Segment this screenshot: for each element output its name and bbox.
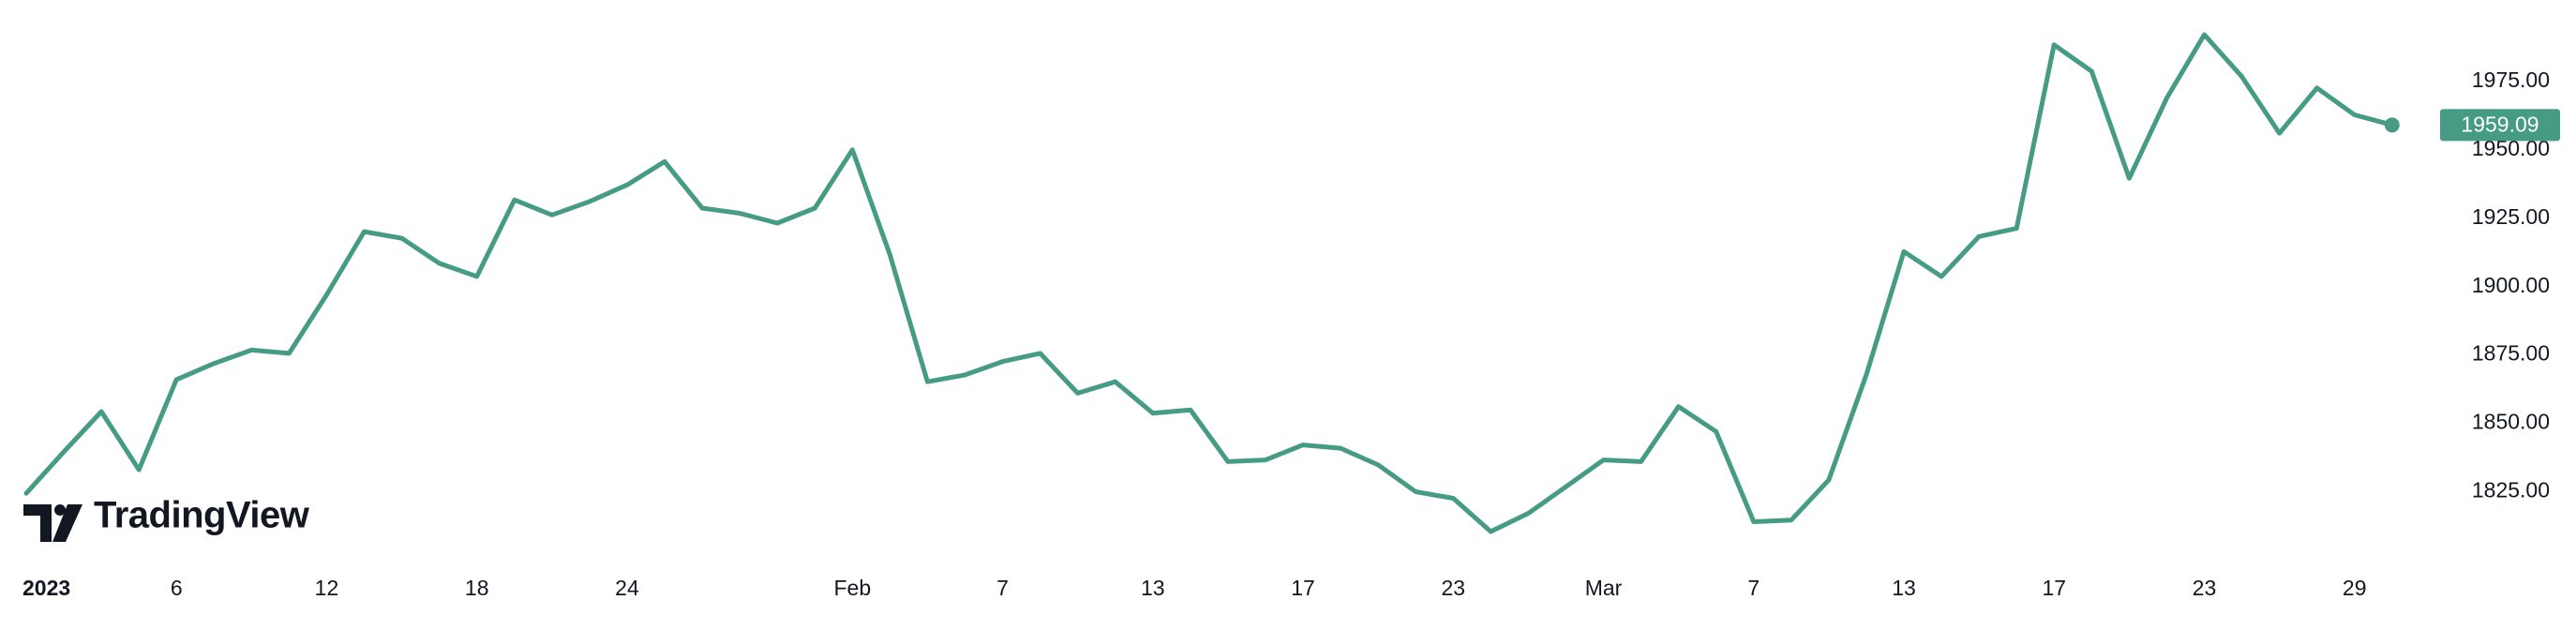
y-tick-label: 1825.00 (2472, 478, 2550, 502)
x-tick-label: 6 (171, 576, 183, 600)
y-tick-label: 1900.00 (2472, 273, 2550, 297)
x-tick-label: 18 (465, 576, 489, 600)
x-tick-label: 17 (1291, 576, 1315, 600)
y-tick-label: 1975.00 (2472, 68, 2550, 92)
y-tick-label: 1850.00 (2472, 410, 2550, 434)
watermark: TradingView (94, 495, 310, 536)
logo: TradingView (23, 495, 310, 542)
x-tick-label: 13 (1892, 576, 1916, 600)
x-tick-label: Mar (1585, 576, 1623, 600)
last-point (2384, 117, 2400, 133)
logo-icon (23, 504, 52, 542)
price-line (23, 32, 2395, 534)
x-tick-label: 29 (2343, 576, 2367, 600)
y-tick-label: 1875.00 (2472, 341, 2550, 366)
x-tick-label: 23 (1441, 576, 1465, 600)
x-tick-label: 7 (996, 576, 1009, 600)
x-tick-label: 7 (1747, 576, 1760, 600)
y-tick-label: 1925.00 (2472, 204, 2550, 229)
logo-icon (54, 504, 66, 516)
x-tick-label: 13 (1141, 576, 1165, 600)
x-tick-label: 2023 (22, 576, 70, 600)
x-tick-label: 12 (315, 576, 339, 600)
x-tick-label: 23 (2193, 576, 2217, 600)
x-tick-label: Feb (833, 576, 871, 600)
logo-icon (52, 504, 82, 542)
price-badge (2440, 109, 2560, 142)
price-label: 1959.09 (2461, 112, 2539, 136)
x-tick-label: 24 (615, 576, 639, 600)
x-tick-label: 17 (2042, 576, 2066, 600)
